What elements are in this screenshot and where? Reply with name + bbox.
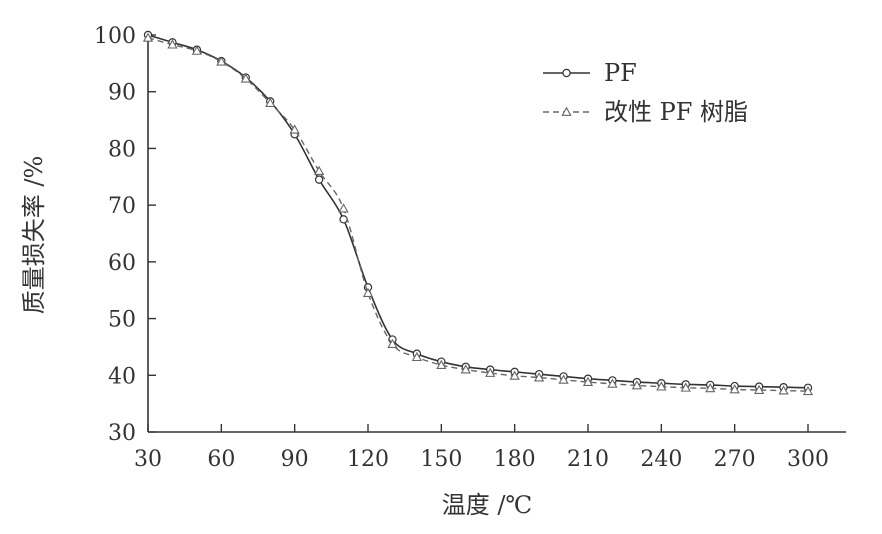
y-tick-label: 40 (108, 364, 136, 389)
modified-pf-point (362, 287, 374, 297)
x-tick-label: 270 (714, 447, 756, 472)
x-tick-label: 90 (281, 447, 309, 472)
series-pf (143, 30, 813, 392)
modified-pf-point (778, 385, 789, 395)
modified-pf-point (142, 32, 154, 42)
modified-pf-point (240, 73, 251, 83)
x-tick-label: 240 (640, 447, 682, 472)
y-tick-label: 80 (108, 137, 136, 162)
pf-point (314, 175, 324, 184)
axes-layer: 30 60 90 120 150 180 210 240 270 300 30 40 50 60 70 80 9… (94, 24, 846, 472)
x-tick-label: 60 (207, 447, 235, 472)
modified-pf-point (167, 39, 178, 49)
modified-pf-point (607, 378, 618, 388)
series-layer (142, 30, 814, 396)
modified-pf-point (656, 381, 667, 391)
modified-pf-point (191, 45, 203, 55)
legend: PF 改性 PF 树脂 (543, 59, 748, 126)
y-tick-label: 70 (108, 194, 136, 219)
modified-pf-point (561, 106, 572, 116)
modified-pf-point (485, 367, 496, 377)
modified-pf-point (313, 165, 325, 176)
modified-pf-point (265, 97, 276, 107)
modified-pf-point (705, 382, 716, 393)
y-tick-label: 90 (108, 81, 136, 106)
legend-item-pf: PF (543, 59, 637, 87)
modified-pf-point (387, 338, 398, 349)
legend-item-modified-pf: 改性 PF 树脂 (543, 98, 748, 126)
y-tick-label: 60 (108, 251, 136, 276)
x-tick-label: 30 (134, 447, 162, 472)
modified-pf-point (533, 372, 545, 382)
modified-pf-point (558, 374, 569, 384)
modified-pf-line (147, 37, 809, 392)
modified-pf-point (289, 124, 300, 134)
x-tick-label: 300 (787, 447, 829, 472)
pf-line (147, 34, 809, 389)
y-axis-title: 质量损失率 /% (20, 156, 48, 315)
modified-pf-point (631, 380, 643, 390)
modified-pf-point (729, 384, 740, 394)
pf-point (562, 68, 571, 78)
modified-pf-point (582, 376, 594, 387)
modified-pf-point (338, 203, 349, 213)
y-tick-label: 100 (94, 24, 136, 49)
modified-pf-point (509, 370, 520, 380)
legend-label: PF (604, 59, 637, 87)
x-tick-label: 210 (567, 447, 609, 472)
x-axis-title: 温度 /℃ (442, 491, 533, 519)
modified-pf-point (680, 382, 691, 392)
legend-label: 改性 PF 树脂 (604, 98, 748, 126)
series-modified-pf (142, 32, 814, 396)
y-tick-label: 30 (108, 421, 136, 446)
x-tick-label: 150 (420, 447, 462, 472)
modified-pf-point (216, 56, 227, 66)
x-tick-label: 120 (347, 447, 389, 472)
modified-pf-point (753, 384, 765, 394)
modified-pf-point (411, 351, 423, 362)
modified-pf-point (802, 385, 814, 396)
pf-point (339, 215, 348, 224)
x-tick-label: 180 (494, 447, 536, 472)
modified-pf-point (436, 359, 447, 369)
y-tick-label: 50 (108, 308, 136, 333)
modified-pf-point (460, 364, 471, 374)
